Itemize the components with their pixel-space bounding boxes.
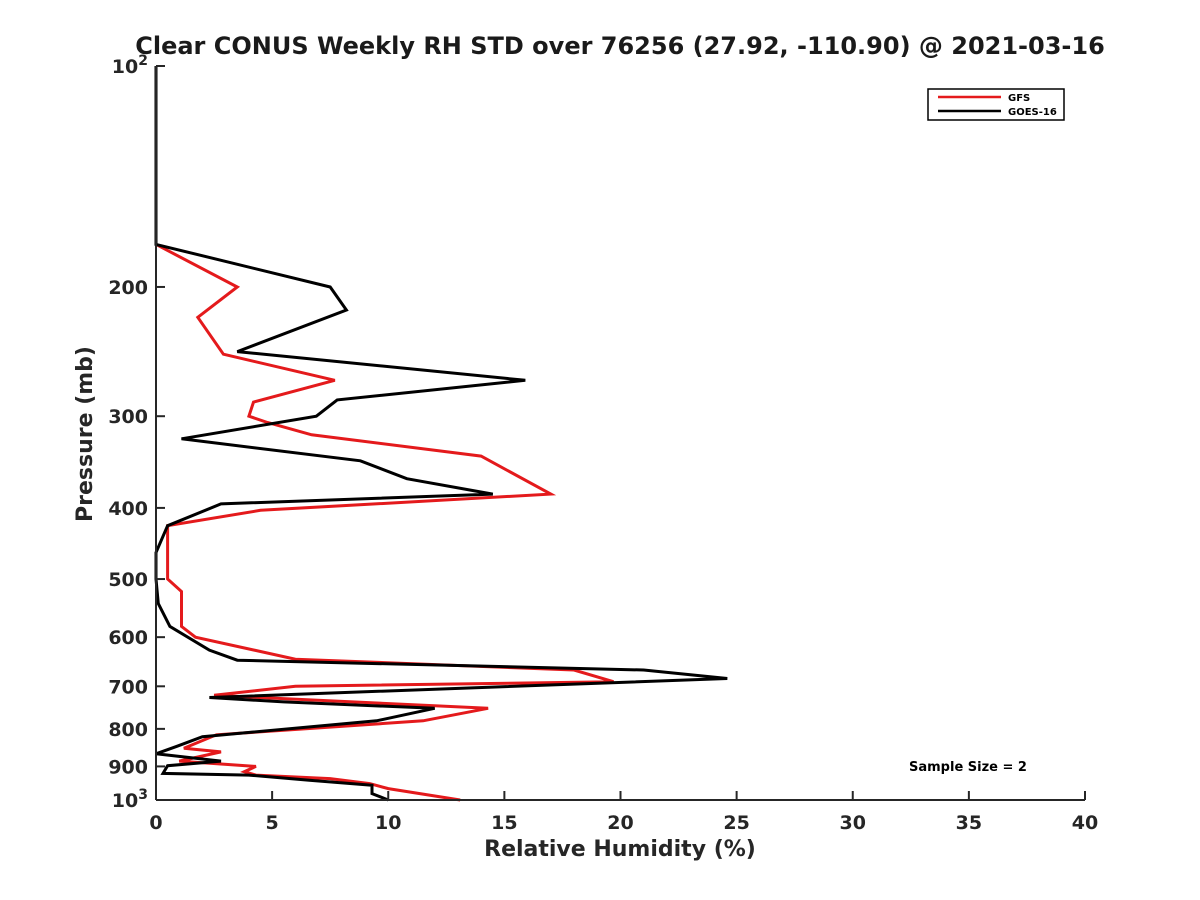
y-tick-label: 900 xyxy=(108,756,148,778)
y-axis-label: Pressure (mb) xyxy=(73,346,98,522)
y-tick-label-bottom: 103 xyxy=(112,787,148,812)
x-axis-label: Relative Humidity (%) xyxy=(484,837,756,862)
x-tick-label: 5 xyxy=(266,812,279,834)
x-tick-label: 40 xyxy=(1072,812,1098,834)
x-tick-label: 35 xyxy=(956,812,982,834)
series-line-gfs xyxy=(154,66,614,802)
plot-area: 0 5 10 15 20 25 30 35 40 200 300 400 500 600 700 800 900… xyxy=(108,53,1098,834)
y-tick-label: 400 xyxy=(108,498,148,520)
legend-gfs-label: GFS xyxy=(1008,93,1030,104)
y-tick-label: 300 xyxy=(108,406,148,428)
x-tick-label: 0 xyxy=(149,812,162,834)
x-tick-label: 25 xyxy=(723,812,749,834)
x-tick-label: 30 xyxy=(840,812,866,834)
legend: GFS GOES-16 xyxy=(927,88,1065,121)
y-tick-label: 200 xyxy=(108,277,148,299)
y-tick-label: 600 xyxy=(108,627,148,649)
legend-box xyxy=(927,88,1065,121)
y-tick-label: 700 xyxy=(108,676,148,698)
y-tick-label: 800 xyxy=(108,719,148,741)
series-line-goes-16 xyxy=(154,66,728,802)
legend-goes16-label: GOES-16 xyxy=(1008,107,1057,118)
y-tick-label: 500 xyxy=(108,569,148,591)
sample-size-annotation: Sample Size = 2 xyxy=(909,760,1027,775)
x-tick-label: 15 xyxy=(491,812,517,834)
chart-title: Clear CONUS Weekly RH STD over 76256 (27… xyxy=(135,32,1105,60)
x-tick-label: 10 xyxy=(375,812,401,834)
x-tick-label: 20 xyxy=(607,812,633,834)
y-tick-label-top: 102 xyxy=(112,53,148,78)
